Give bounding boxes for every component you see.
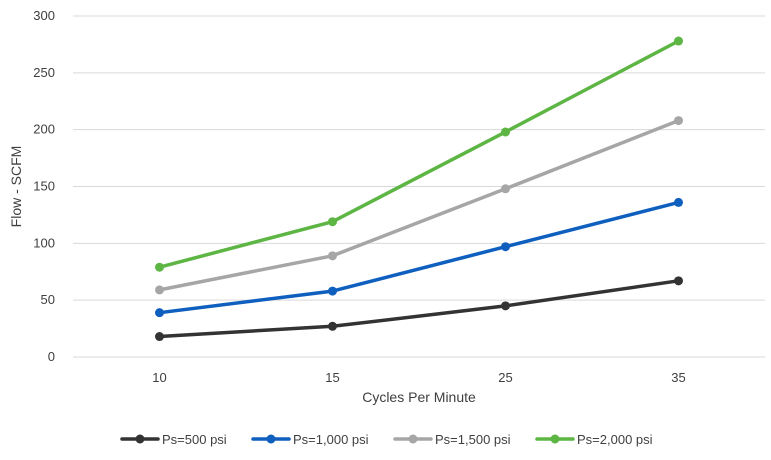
x-tick-label: 35 <box>671 370 685 385</box>
series-line <box>157 118 681 292</box>
x-tick-label: 15 <box>325 370 339 385</box>
data-point <box>501 184 510 194</box>
legend-item: Ps=1,500 psi <box>393 432 511 447</box>
data-point <box>155 332 164 342</box>
data-point <box>501 301 510 311</box>
x-axis-ticks: 10 15 25 35 <box>152 370 685 385</box>
legend-label: Ps=1,500 psi <box>435 432 511 447</box>
data-point <box>501 127 510 137</box>
legend-item: Ps=2,000 psi <box>535 432 653 447</box>
legend-swatch-marker <box>408 434 418 444</box>
legend: Ps=500 psi Ps=1,000 psi Ps=1,500 psi Ps=2,0… <box>120 432 653 447</box>
series-group <box>155 116 683 295</box>
legend-swatch-marker <box>135 434 145 444</box>
data-point <box>674 276 683 286</box>
data-point <box>501 242 510 252</box>
data-point <box>328 286 337 296</box>
legend-label: Ps=2,000 psi <box>577 432 653 447</box>
series-line <box>157 200 681 315</box>
legend-label: Ps=500 psi <box>162 432 227 447</box>
legend-label: Ps=1,000 psi <box>293 432 369 447</box>
legend-item: Ps=1,000 psi <box>251 432 369 447</box>
data-point <box>328 251 337 261</box>
data-point <box>155 308 164 318</box>
x-axis-title: Cycles Per Minute <box>362 389 476 405</box>
series <box>155 36 683 342</box>
data-point <box>674 197 683 207</box>
x-tick-label: 25 <box>498 370 512 385</box>
y-tick-label: 50 <box>41 292 55 307</box>
data-point <box>674 116 683 126</box>
y-tick-label: 0 <box>48 349 55 364</box>
legend-item: Ps=500 psi <box>120 432 227 447</box>
y-axis-ticks: 0 50 100 150 200 250 300 <box>33 8 55 364</box>
y-tick-label: 100 <box>33 235 55 250</box>
gridlines <box>73 15 765 358</box>
data-point <box>155 262 164 272</box>
y-tick-label: 250 <box>33 65 55 80</box>
y-axis-title: Flow - SCFM <box>8 146 24 228</box>
y-tick-label: 150 <box>33 179 55 194</box>
series-line <box>157 39 681 269</box>
series-line <box>157 279 681 339</box>
data-point <box>328 217 337 227</box>
series-group <box>155 36 683 272</box>
legend-swatch-marker <box>266 434 276 444</box>
series-group <box>155 276 683 342</box>
y-tick-label: 200 <box>33 122 55 137</box>
x-tick-label: 10 <box>152 370 166 385</box>
legend-swatch-marker <box>550 434 560 444</box>
data-point <box>155 285 164 295</box>
series-group <box>155 197 683 318</box>
data-point <box>328 321 337 331</box>
data-point <box>674 36 683 46</box>
y-tick-label: 300 <box>33 8 55 23</box>
